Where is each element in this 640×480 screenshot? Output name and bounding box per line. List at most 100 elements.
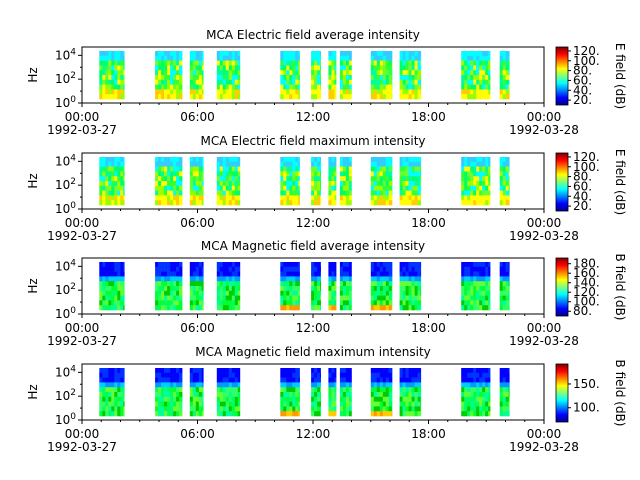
spectrogram-cell	[219, 387, 224, 393]
chart-panel: MCA Electric field average intensity1041…	[26, 28, 627, 137]
spectrogram-cell	[158, 157, 162, 163]
spectrogram-cell	[464, 55, 468, 61]
y-axis-label: Hz	[26, 384, 40, 399]
spectrogram-cell	[234, 55, 239, 61]
spectrogram-cell	[467, 300, 471, 306]
spectrogram-cell	[102, 286, 106, 292]
spectrogram-cell	[225, 55, 230, 61]
spectrogram-cell	[508, 190, 510, 196]
spectrogram-cell	[499, 411, 503, 417]
spectrogram-cell	[111, 401, 115, 407]
spectrogram-cell	[225, 281, 230, 287]
spectrogram-cell	[173, 406, 177, 412]
spectrogram-cell	[373, 281, 378, 287]
spectrogram-cell	[295, 65, 299, 71]
spectrogram-cell	[467, 266, 471, 272]
spectrogram-cell	[225, 411, 230, 417]
spectrogram-cell	[189, 157, 194, 163]
spectrogram-cell	[345, 166, 350, 172]
spectrogram-cell	[192, 190, 197, 196]
spectrogram-cell	[111, 396, 115, 402]
spectrogram-cell	[402, 266, 406, 272]
spectrogram-cell	[334, 392, 337, 398]
spectrogram-cell	[120, 94, 124, 100]
spectrogram-cell	[176, 200, 180, 206]
spectrogram-cell	[173, 411, 177, 417]
spectrogram-cell	[314, 190, 318, 196]
spectrogram-cell	[379, 190, 384, 196]
spectrogram-cell	[508, 181, 510, 187]
spectrogram-cell	[311, 190, 315, 196]
spectrogram-cell	[505, 75, 509, 81]
spectrogram-cell	[345, 157, 350, 163]
spectrogram-cell	[331, 70, 335, 76]
spectrogram-cell	[320, 79, 321, 85]
spectrogram-cell	[485, 166, 489, 172]
spectrogram-cell	[479, 176, 483, 182]
spectrogram-cell	[476, 368, 480, 374]
spectrogram-cell	[179, 392, 183, 398]
spectrogram-cell	[408, 372, 412, 378]
spectrogram-cell	[461, 70, 465, 76]
spectrogram-cell	[155, 271, 159, 277]
spectrogram-cell	[231, 305, 236, 311]
spectrogram-cell	[201, 281, 204, 287]
spectrogram-cell	[502, 51, 506, 57]
spectrogram-cell	[320, 286, 321, 292]
spectrogram-cell	[382, 200, 387, 206]
spectrogram-cell	[488, 305, 491, 311]
chart-title: MCA Magnetic field maximum intensity	[195, 345, 431, 359]
spectrogram-cell	[167, 75, 171, 81]
spectrogram-cell	[195, 382, 200, 388]
spectrogram-cell	[295, 382, 299, 388]
spectrogram-cell	[461, 290, 465, 296]
y-tick-label: 104	[55, 364, 76, 379]
spectrogram-cell	[158, 300, 162, 306]
spectrogram-cell	[402, 300, 406, 306]
spectrogram-cell	[420, 185, 422, 191]
spectrogram-cell	[176, 290, 180, 296]
spectrogram-cell	[195, 290, 200, 296]
spectrogram-cell	[331, 300, 335, 306]
spectrogram-cell	[311, 60, 315, 66]
spectrogram-cell	[123, 295, 125, 301]
spectrogram-cell	[198, 79, 203, 85]
spectrogram-cell	[102, 55, 106, 61]
spectrogram-cell	[485, 75, 489, 81]
spectrogram-cell	[99, 406, 103, 412]
spectrogram-cell	[317, 157, 321, 163]
x-tick-label: 06:00	[180, 321, 215, 335]
spectrogram-cell	[311, 171, 315, 177]
spectrogram-cell	[317, 262, 321, 268]
spectrogram-cell	[417, 368, 421, 374]
spectrogram-cell	[111, 372, 115, 378]
spectrogram-cell	[505, 65, 509, 71]
spectrogram-cell	[189, 262, 194, 268]
spectrogram-cell	[385, 157, 390, 163]
spectrogram-cell	[348, 55, 352, 61]
spectrogram-cell	[402, 401, 406, 407]
spectrogram-cell	[461, 271, 465, 277]
spectrogram-cell	[216, 392, 221, 398]
spectrogram-cell	[461, 281, 465, 287]
spectrogram-cell	[192, 387, 197, 393]
spectrogram-cell	[228, 55, 233, 61]
spectrogram-cell	[382, 79, 387, 85]
spectrogram-cell	[173, 286, 177, 292]
spectrogram-cell	[295, 401, 299, 407]
spectrogram-cell	[161, 372, 165, 378]
spectrogram-cell	[225, 271, 230, 277]
spectrogram-cell	[105, 276, 109, 282]
spectrogram-cell	[237, 75, 241, 81]
spectrogram-cell	[476, 300, 480, 306]
spectrogram-cell	[201, 382, 204, 388]
spectrogram-cell	[402, 406, 406, 412]
spectrogram-cell	[385, 94, 390, 100]
spectrogram-cell	[170, 387, 174, 393]
spectrogram-cell	[155, 411, 159, 417]
spectrogram-cell	[485, 60, 489, 66]
spectrogram-cell	[331, 181, 335, 187]
spectrogram-cell	[342, 181, 347, 187]
spectrogram-cell	[339, 157, 344, 163]
spectrogram-cell	[402, 392, 406, 398]
